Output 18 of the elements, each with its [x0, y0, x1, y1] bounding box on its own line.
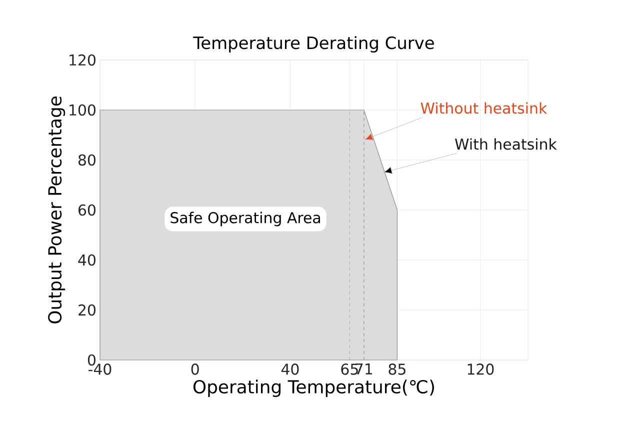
y-axis-title: Output Power Percentage — [48, 96, 66, 324]
x-tick-label: 40 — [281, 364, 299, 375]
y-tick-label: 20 — [78, 304, 96, 316]
x-tick-label: 85 — [388, 364, 406, 375]
x-tick-label: 120 — [468, 364, 494, 375]
chart-title: Temperature Derating Curve — [193, 36, 434, 52]
y-tick-label: 100 — [70, 104, 96, 116]
x-tick-label: 0 — [191, 364, 199, 375]
y-tick-label: 0 — [88, 354, 96, 366]
y-tick-label: 80 — [78, 154, 96, 166]
y-tick-label: 120 — [70, 54, 96, 66]
annotation: Safe Operating Area — [170, 212, 320, 226]
y-tick-label: 40 — [78, 254, 96, 266]
y-tick-label: 60 — [78, 204, 96, 216]
annotation: Without heatsink — [420, 102, 548, 114]
x-axis-title: Operating Temperature(℃) — [193, 380, 434, 398]
annotation: With heatsink — [454, 138, 557, 150]
x-tick-label: -40 — [88, 364, 112, 375]
